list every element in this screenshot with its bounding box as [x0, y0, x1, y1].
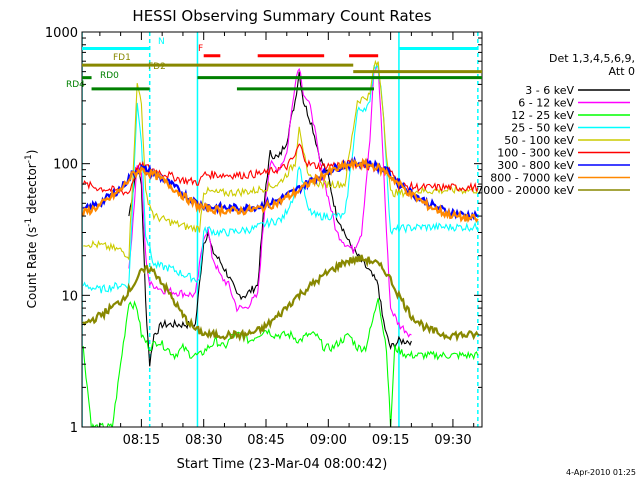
y-axis-label-main: Count Rate (s	[25, 227, 39, 309]
flag-label-5: RD4	[66, 80, 85, 90]
y-axis-label-mid: detector	[25, 163, 39, 218]
flag-label-3: FD2	[148, 62, 166, 72]
plot-area	[82, 32, 479, 427]
flag-label-0: N	[158, 37, 165, 47]
x-tick-label-2: 08:45	[247, 433, 284, 448]
flag-bars: N F FD1 FD2 RD0 RD4	[66, 37, 482, 91]
legend-label-7: 800 - 7000 keV	[490, 172, 574, 185]
y-axis-label-sup1: -1	[24, 218, 34, 227]
legend-label-0: 3 - 6 keV	[525, 84, 574, 97]
y-tick-label-0: 1	[70, 421, 78, 436]
flag-label-2: FD1	[113, 53, 131, 63]
axes: 1 10 100 1000 08:15 08:30 08:45 09:00 09:15 09:30	[45, 26, 482, 448]
x-axis-label: Start Time (23-Mar-04 08:00:42)	[177, 457, 388, 472]
series-line-7	[82, 157, 479, 224]
plot-frame	[81, 31, 483, 428]
y-axis-label: Count Rate (s-1 detector-1)	[24, 150, 39, 309]
y-tick-label-3: 1000	[45, 26, 78, 41]
x-tick-label-5: 09:30	[434, 433, 471, 448]
series-line-2	[82, 298, 479, 427]
series-line-8	[82, 254, 479, 343]
y-tick-label-2: 100	[53, 158, 78, 173]
x-tick-label-0: 08:15	[123, 433, 160, 448]
series-line-3	[82, 63, 479, 294]
legend-header-line1: Det 1,3,4,5,6,9,	[549, 52, 635, 65]
legend-header-line2: Att 0	[609, 65, 635, 78]
series-line-0	[128, 71, 412, 367]
x-tick-label-3: 09:00	[310, 433, 347, 448]
x-tick-label-4: 09:15	[372, 433, 409, 448]
flag-label-1: F	[198, 44, 203, 54]
flag-label-4: RD0	[100, 71, 119, 81]
y-tick-label-1: 10	[61, 289, 78, 304]
series-line-1	[128, 65, 412, 338]
chart-title: HESSI Observing Summary Count Rates	[132, 7, 431, 25]
y-axis-label-sup2: -1	[24, 154, 34, 163]
x-tick-label-1: 08:30	[185, 433, 222, 448]
legend-label-4: 50 - 100 keV	[504, 134, 574, 147]
legend-label-1: 6 - 12 keV	[518, 97, 574, 110]
legend-label-3: 25 - 50 keV	[511, 122, 574, 135]
legend-label-2: 12 - 25 keV	[511, 109, 574, 122]
y-axis-label-end: )	[25, 150, 39, 155]
legend-label-8: 7000 - 20000 keV	[476, 184, 574, 197]
footer-timestamp: 4-Apr-2010 01:25	[566, 468, 636, 477]
legend-label-5: 100 - 300 keV	[497, 147, 574, 160]
legend-label-6: 300 - 800 keV	[497, 159, 574, 172]
